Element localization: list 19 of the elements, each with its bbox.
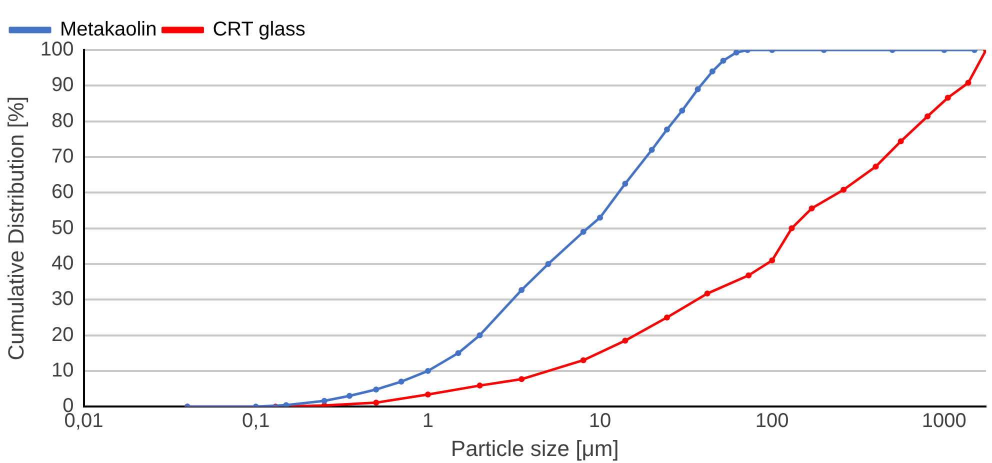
x-tick-label: 1000 xyxy=(922,410,966,432)
legend-label: Metakaolin xyxy=(60,18,157,41)
y-tick-label: 80 xyxy=(52,110,74,132)
y-tick-label: 40 xyxy=(52,252,74,274)
y-tick-label: 30 xyxy=(52,288,74,310)
x-tick-label: 100 xyxy=(755,410,789,432)
legend-label: CRT glass xyxy=(212,18,306,41)
y-tick-label: 10 xyxy=(52,359,74,382)
y-tick-label: 60 xyxy=(52,181,74,204)
y-tick-label: 50 xyxy=(52,216,74,239)
y-tick-label: 90 xyxy=(52,74,74,96)
y-tick-label: 100 xyxy=(40,38,74,61)
y-axis-title: Cumulative Distribution [%] xyxy=(3,96,28,360)
y-tick-label: 20 xyxy=(52,324,74,346)
x-axis-title: Particle size [μm] xyxy=(450,436,619,461)
x-tick-label: 0,1 xyxy=(242,410,270,432)
x-tick-label: 1 xyxy=(422,410,434,432)
y-tick-label: 70 xyxy=(52,145,74,168)
x-tick-label: 10 xyxy=(588,410,612,432)
